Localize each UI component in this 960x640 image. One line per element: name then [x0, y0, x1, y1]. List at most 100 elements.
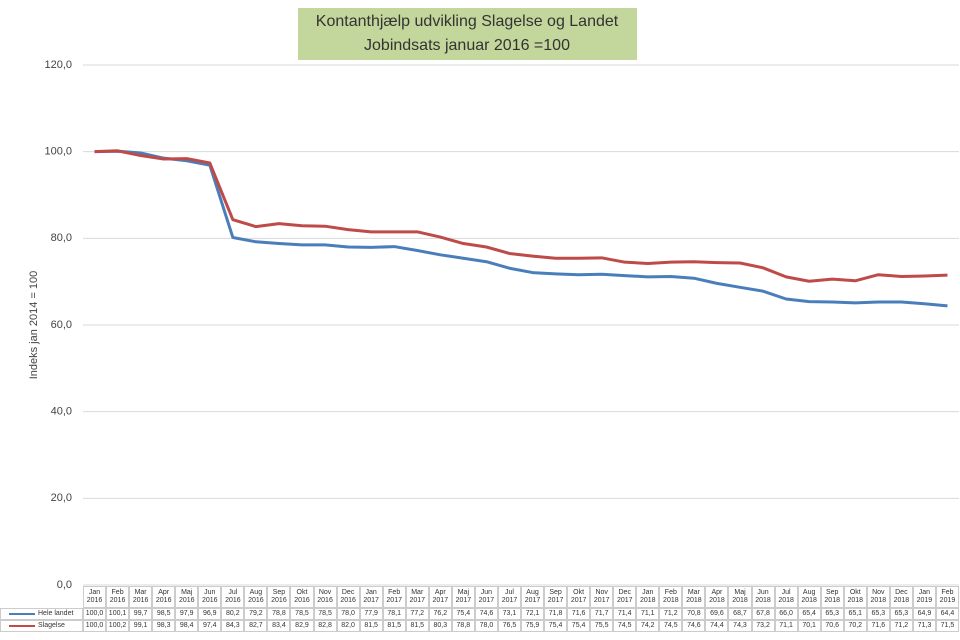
category-label: Jun 2018 [751, 586, 775, 608]
table-value: 74,3 [728, 620, 752, 632]
category-label: Jul 2016 [221, 586, 245, 608]
category-label: Nov 2018 [866, 586, 890, 608]
table-value: 71,1 [774, 620, 798, 632]
table-value: 77,9 [359, 608, 383, 620]
table-value: 64,9 [912, 608, 936, 620]
table-value: 71,2 [659, 608, 683, 620]
category-label: Aug 2018 [797, 586, 821, 608]
table-value: 74,5 [613, 620, 637, 632]
category-label: Aug 2017 [521, 586, 545, 608]
table-value: 100,0 [83, 620, 107, 632]
category-label: Nov 2017 [590, 586, 614, 608]
table-value: 98,5 [152, 608, 176, 620]
table-value: 75,9 [521, 620, 545, 632]
chart-subtitle: Jobindsats januar 2016 =100 [364, 37, 570, 54]
category-label: Feb 2017 [382, 586, 406, 608]
category-label: Jan 2019 [912, 586, 936, 608]
table-value: 74,6 [682, 620, 706, 632]
table-value: 71,5 [935, 620, 959, 632]
table-value: 77,2 [405, 608, 429, 620]
category-label: Dec 2016 [336, 586, 360, 608]
legend-swatch [9, 625, 35, 627]
table-value: 71,4 [613, 608, 637, 620]
y-tick-label: 40,0 [51, 406, 72, 418]
y-tick-label: 80,0 [51, 232, 72, 244]
table-value: 82,8 [313, 620, 337, 632]
table-value: 97,9 [175, 608, 199, 620]
table-value: 75,4 [567, 620, 591, 632]
category-label: Dec 2017 [613, 586, 637, 608]
table-value: 76,2 [428, 608, 452, 620]
table-value: 80,2 [221, 608, 245, 620]
y-axis-label: Indeks jan 2014 = 100 [28, 271, 40, 380]
y-tick-label: 100,0 [44, 146, 72, 158]
table-value: 78,8 [451, 620, 475, 632]
table-value: 74,4 [705, 620, 729, 632]
legend-entry: Hele landet [0, 608, 83, 620]
category-label: Mar 2017 [405, 586, 429, 608]
table-value: 65,3 [820, 608, 844, 620]
table-value: 70,1 [797, 620, 821, 632]
series-line [94, 149, 948, 283]
table-value: 70,2 [843, 620, 867, 632]
table-value: 99,7 [129, 608, 153, 620]
table-value: 75,4 [451, 608, 475, 620]
title-box [298, 8, 637, 60]
y-tick-label: 0,0 [57, 579, 72, 591]
category-label: Mar 2018 [682, 586, 706, 608]
table-value: 71,7 [590, 608, 614, 620]
table-value: 71,2 [889, 620, 913, 632]
table-value: 100,2 [106, 620, 130, 632]
table-value: 79,2 [244, 608, 268, 620]
table-value: 99,1 [129, 620, 153, 632]
table-value: 98,3 [152, 620, 176, 632]
table-value: 78,0 [336, 608, 360, 620]
category-label: Feb 2018 [659, 586, 683, 608]
category-label: Feb 2016 [106, 586, 130, 608]
category-label: Apr 2018 [705, 586, 729, 608]
table-value: 97,4 [198, 620, 222, 632]
category-label: Jan 2016 [83, 586, 107, 608]
table-value: 98,4 [175, 620, 199, 632]
category-label: Jan 2017 [359, 586, 383, 608]
legend-entry: Slagelse [0, 620, 83, 632]
table-value: 78,5 [313, 608, 337, 620]
table-value: 74,5 [659, 620, 683, 632]
table-value: 73,1 [497, 608, 521, 620]
category-label: Okt 2016 [290, 586, 314, 608]
table-value: 100,1 [106, 608, 130, 620]
table-value: 75,5 [590, 620, 614, 632]
category-label: Apr 2017 [428, 586, 452, 608]
category-label: Feb 2019 [935, 586, 959, 608]
category-label: Okt 2017 [567, 586, 591, 608]
table-value: 65,4 [797, 608, 821, 620]
table-value: 81,5 [405, 620, 429, 632]
table-value: 76,5 [497, 620, 521, 632]
table-value: 96,9 [198, 608, 222, 620]
category-label: Apr 2016 [152, 586, 176, 608]
table-value: 71,6 [866, 620, 890, 632]
table-value: 83,4 [267, 620, 291, 632]
table-value: 84,3 [221, 620, 245, 632]
legend-label: Hele landet [38, 610, 74, 617]
table-value: 78,0 [474, 620, 498, 632]
table-value: 71,6 [567, 608, 591, 620]
table-value: 75,4 [544, 620, 568, 632]
table-value: 82,7 [244, 620, 268, 632]
category-label: Nov 2016 [313, 586, 337, 608]
table-value: 70,6 [820, 620, 844, 632]
table-value: 100,0 [83, 608, 107, 620]
category-label: Jul 2018 [774, 586, 798, 608]
table-value: 69,6 [705, 608, 729, 620]
category-label: Okt 2018 [843, 586, 867, 608]
table-value: 82,0 [336, 620, 360, 632]
table-value: 78,8 [267, 608, 291, 620]
table-value: 78,1 [382, 608, 406, 620]
category-label: Sep 2018 [820, 586, 844, 608]
table-value: 74,2 [636, 620, 660, 632]
category-label: Maj 2018 [728, 586, 752, 608]
table-value: 71,1 [636, 608, 660, 620]
table-value: 64,4 [935, 608, 959, 620]
table-value: 70,8 [682, 608, 706, 620]
